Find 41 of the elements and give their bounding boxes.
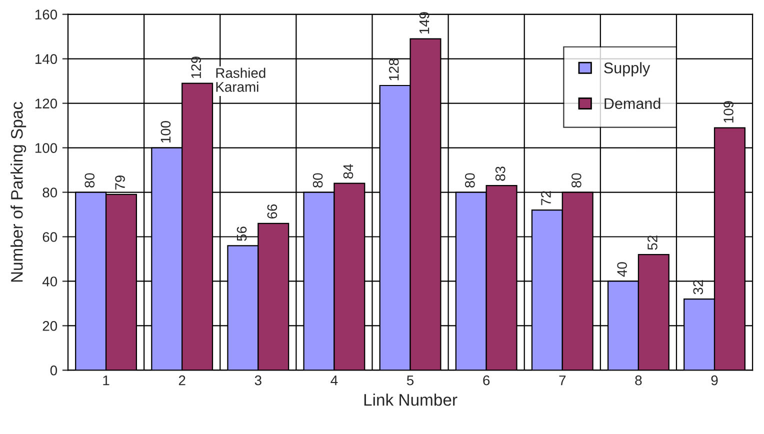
y-tick-label: 60 — [42, 232, 58, 242]
y-tick-label: 140 — [35, 54, 58, 64]
data-label: 100 — [160, 120, 171, 143]
y-tick-label: 100 — [35, 143, 58, 153]
data-label: 128 — [388, 58, 399, 80]
annotation: Rashied Karami — [216, 68, 266, 92]
data-label: 52 — [648, 236, 658, 250]
data-label: 66 — [267, 204, 278, 219]
y-tick-label: 40 — [42, 276, 58, 286]
x-tick-label: 3 — [254, 375, 262, 386]
y-tick-label: 20 — [42, 321, 58, 331]
data-label: 79 — [115, 176, 125, 190]
data-label: 80 — [84, 173, 95, 188]
x-tick-label: 7 — [559, 376, 566, 386]
y-axis-title: Number of Parking Spac — [10, 102, 26, 282]
legend-label: Demand — [604, 98, 660, 110]
data-label: 83 — [495, 166, 506, 181]
y-tick-label: 80 — [42, 188, 58, 198]
data-label: 32 — [693, 280, 704, 294]
data-label: 80 — [465, 173, 475, 188]
data-label: 40 — [617, 262, 627, 277]
y-tick-label: 160 — [35, 10, 58, 20]
legend-label: Supply — [604, 62, 650, 76]
x-tick-label: 8 — [635, 375, 642, 386]
data-label: 149 — [419, 12, 430, 34]
y-tick-label: 0 — [50, 366, 58, 376]
data-label: 129 — [191, 56, 202, 78]
x-tick-label: 1 — [103, 376, 110, 386]
data-label: 109 — [724, 101, 734, 123]
data-label: 80 — [312, 173, 323, 188]
data-label: 84 — [343, 164, 354, 179]
data-label: 56 — [236, 226, 247, 241]
x-tick-label: 2 — [178, 375, 186, 386]
data-label: 72 — [541, 191, 551, 206]
x-tick-label: 6 — [483, 375, 490, 386]
y-tick-label: 120 — [35, 98, 58, 108]
x-axis-title: Link Number — [364, 394, 458, 406]
data-label: 80 — [571, 173, 582, 188]
x-tick-label: 4 — [330, 376, 338, 386]
x-tick-label: 5 — [406, 376, 414, 386]
x-tick-label: 9 — [711, 375, 718, 386]
